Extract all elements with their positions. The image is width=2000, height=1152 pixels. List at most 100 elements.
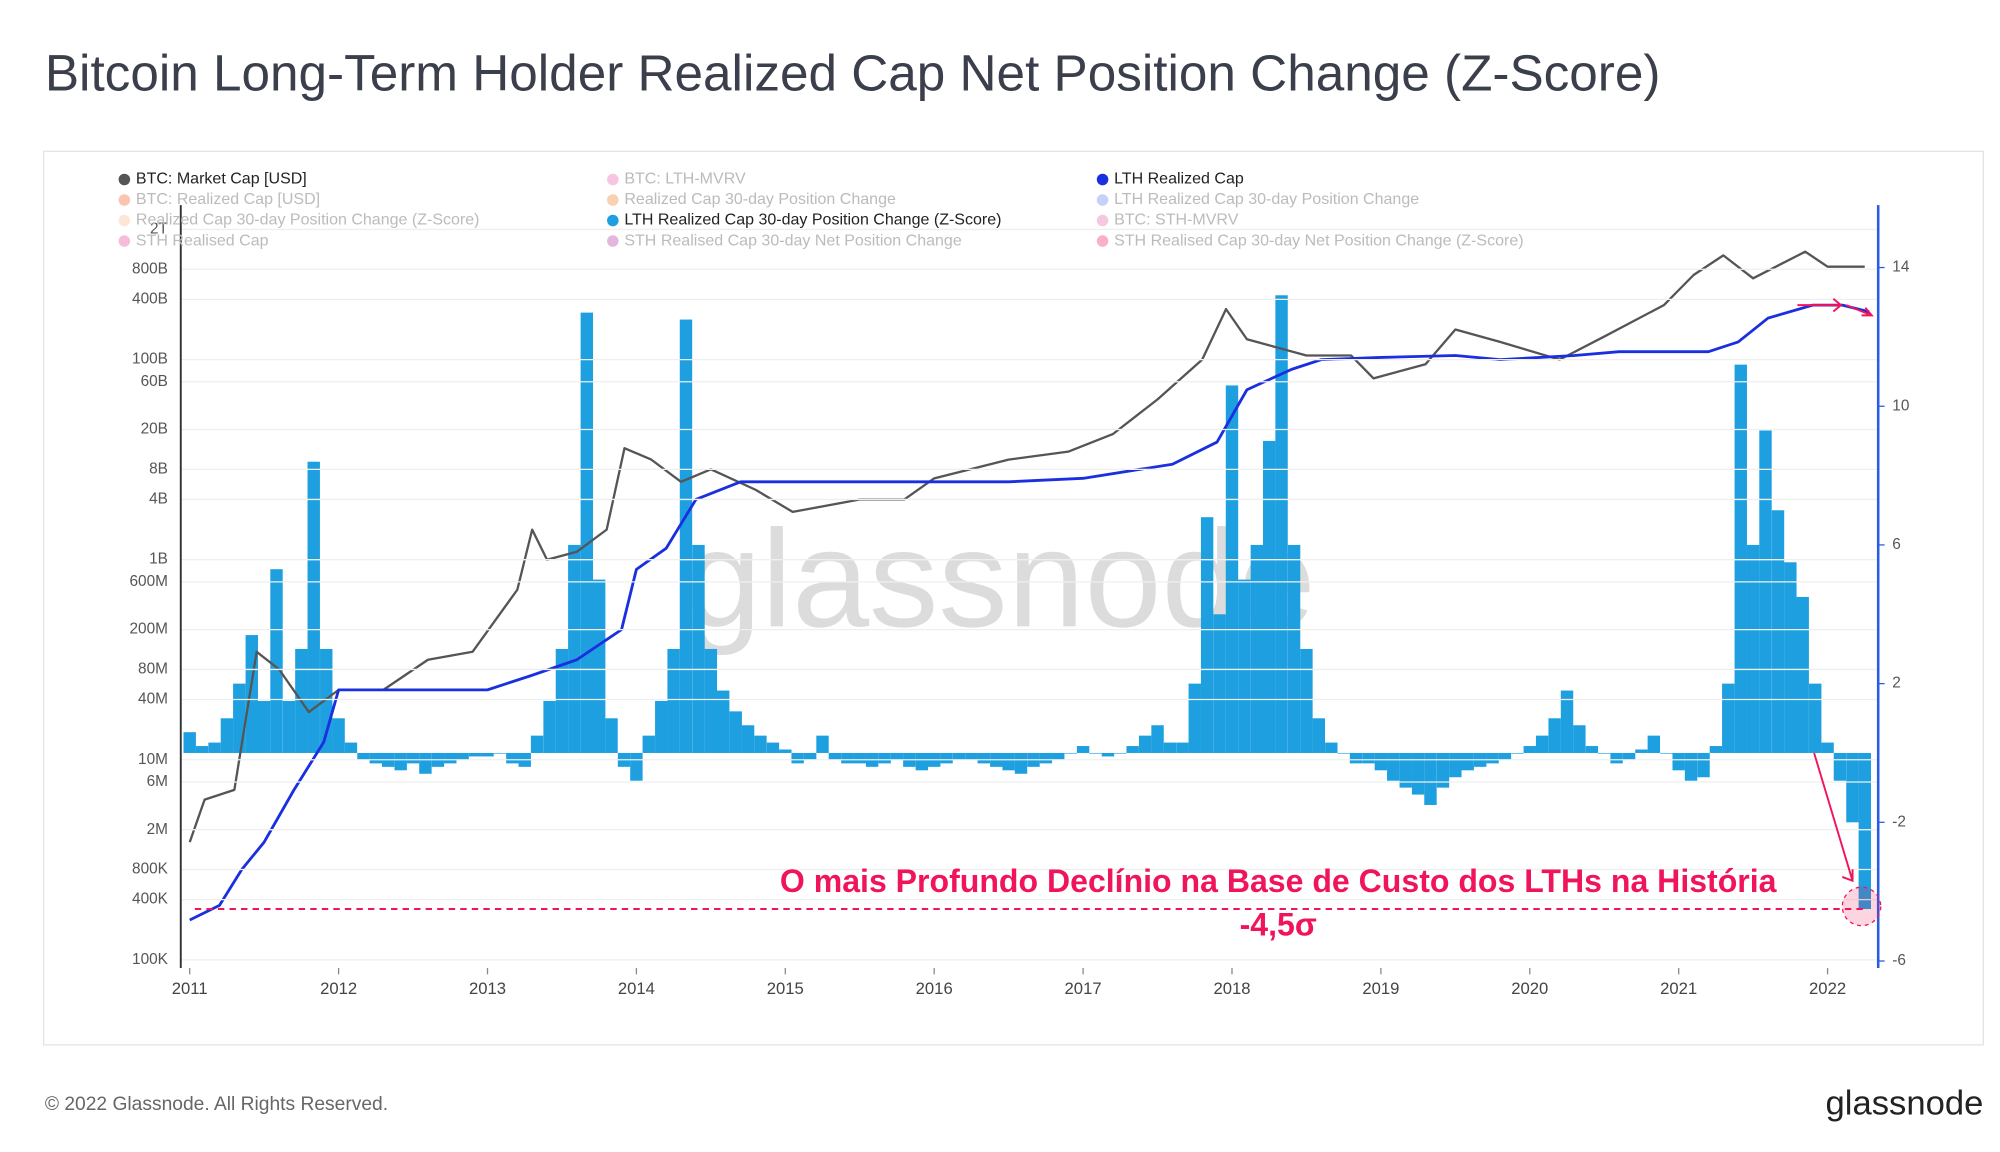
x-tick-label: 2016 xyxy=(916,979,953,998)
y-tick-label: 10M xyxy=(138,751,168,768)
z-score-bar xyxy=(1362,752,1375,764)
z-score-bar xyxy=(1722,683,1735,753)
legend-label: LTH Realized Cap 30-day Position Change xyxy=(1114,190,1419,208)
chart-title: Bitcoin Long-Term Holder Realized Cap Ne… xyxy=(45,44,1661,101)
z-score-bar xyxy=(1225,385,1239,753)
legend-label: LTH Realized Cap xyxy=(1114,170,1244,188)
z-score-bar xyxy=(1151,725,1164,753)
z-score-bar xyxy=(1796,596,1809,753)
z-score-bar xyxy=(704,648,718,753)
z-score-bar xyxy=(282,700,296,753)
z-score-bar xyxy=(406,752,420,764)
z-score-bar xyxy=(1275,295,1288,753)
z-score-bar xyxy=(1598,752,1611,754)
y2-tick-label: 10 xyxy=(1892,397,1909,414)
x-tick-label: 2020 xyxy=(1511,979,1548,998)
annotation-text: O mais Profundo Declínio na Base de Cust… xyxy=(780,863,1778,899)
z-score-bar xyxy=(195,746,209,753)
legend-label: Realized Cap 30-day Position Change xyxy=(624,190,896,208)
z-score-bar xyxy=(841,752,854,764)
arrow xyxy=(1797,297,1874,317)
z-score-bar xyxy=(1002,752,1015,771)
z-score-bar xyxy=(1684,752,1698,781)
y2-tick-label: 2 xyxy=(1892,675,1901,692)
z-score-bar xyxy=(717,690,730,753)
x-tick-label: 2022 xyxy=(1809,979,1846,998)
z-score-bar xyxy=(1263,440,1276,753)
z-score-bar xyxy=(183,732,196,753)
z-score-bar xyxy=(679,319,693,753)
z-score-bar xyxy=(741,725,755,753)
y-tick-label: 2M xyxy=(147,821,168,838)
z-score-bar xyxy=(667,648,680,753)
z-score-bar xyxy=(220,718,234,753)
z-score-bar xyxy=(369,752,383,764)
z-score-bar xyxy=(1089,752,1102,754)
x-tick-label: 2021 xyxy=(1660,979,1697,998)
legend-swatch xyxy=(607,235,619,247)
z-score-bar xyxy=(853,752,866,764)
y-tick-label: 400B xyxy=(132,290,168,307)
z-score-bar xyxy=(878,752,891,764)
z-score-bar xyxy=(543,700,556,753)
legend-label: BTC: LTH-MVRV xyxy=(624,170,746,188)
z-score-bar xyxy=(1114,752,1127,754)
y-tick-label: 2T xyxy=(150,221,169,238)
z-score-bar xyxy=(307,461,320,753)
y-tick-label: 400K xyxy=(132,891,169,908)
z-score-bar xyxy=(1238,579,1251,753)
z-score-bar xyxy=(605,718,618,753)
legend-label: STH Realised Cap 30-day Net Position Cha… xyxy=(624,231,961,249)
y-tick-label: 200M xyxy=(129,621,167,638)
z-score-bar xyxy=(1709,746,1723,753)
z-score-bar xyxy=(208,742,221,753)
annotation-value-label: -4,5σ xyxy=(1240,906,1317,942)
z-score-bar xyxy=(655,700,668,753)
legend-label: LTH Realized Cap 30-day Position Change … xyxy=(624,211,1001,229)
z-score-bar xyxy=(270,569,283,753)
z-score-bar xyxy=(1052,752,1065,760)
legend-swatch xyxy=(118,214,131,227)
y2-tick-label: 6 xyxy=(1892,536,1901,553)
series-line xyxy=(189,303,1870,922)
z-score-bar xyxy=(394,752,407,771)
z-score-bar xyxy=(1337,752,1350,754)
legend-swatch xyxy=(607,214,619,227)
y-tick-label: 4B xyxy=(149,491,168,508)
z-score-bar xyxy=(977,752,990,764)
plot-area xyxy=(183,250,1872,922)
z-score-bar xyxy=(1287,544,1301,753)
y-tick-label: 100K xyxy=(132,951,169,968)
z-score-bar xyxy=(1784,562,1797,753)
z-score-bar xyxy=(257,700,271,753)
z-score-bar xyxy=(1771,510,1785,753)
y-tick-label: 40M xyxy=(138,691,168,708)
legend-swatch xyxy=(1096,173,1109,186)
z-score-bar xyxy=(1039,752,1053,764)
y-tick-label: 8B xyxy=(149,460,168,477)
series-line xyxy=(188,250,1865,843)
z-score-bar xyxy=(1200,517,1214,753)
z-score-bar xyxy=(630,752,643,781)
z-score-bar xyxy=(692,544,705,753)
legend-swatch xyxy=(607,194,619,206)
z-score-bar xyxy=(1163,742,1177,753)
z-score-bar xyxy=(1523,746,1536,753)
z-score-bar xyxy=(965,752,978,760)
z-score-bar xyxy=(1374,752,1388,771)
legend-label: STH Realised Cap 30-day Net Position Cha… xyxy=(1114,231,1523,249)
x-tick-label: 2018 xyxy=(1213,979,1250,998)
y2-tick-label: -2 xyxy=(1892,813,1906,830)
z-score-bar xyxy=(1548,718,1561,753)
z-score-bar xyxy=(1312,718,1325,753)
x-tick-label: 2012 xyxy=(320,979,357,998)
x-tick-label: 2015 xyxy=(767,979,804,998)
x-tick-label: 2017 xyxy=(1065,979,1102,998)
z-score-bar xyxy=(1746,544,1760,753)
z-score-bar xyxy=(1622,752,1636,760)
z-score-bar xyxy=(1759,430,1772,753)
z-score-bar xyxy=(1411,752,1425,795)
z-score-bar xyxy=(344,742,358,753)
